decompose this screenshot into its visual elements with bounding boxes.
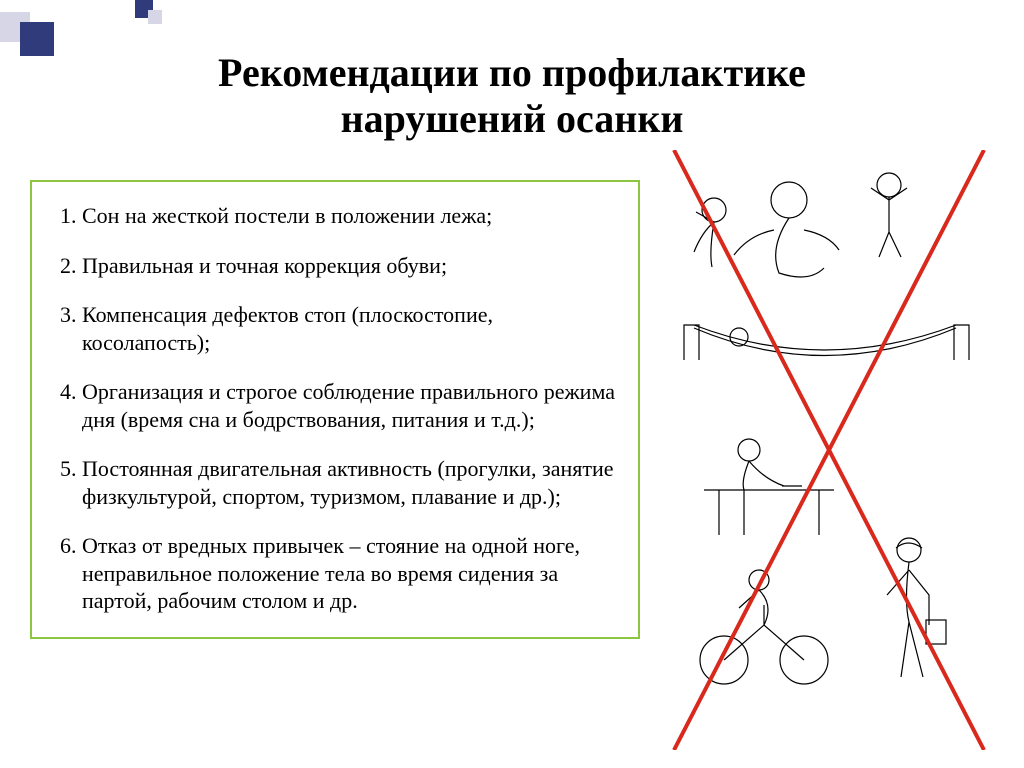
list-item: Сон на жесткой постели в положении лежа; xyxy=(82,202,630,230)
deco-square xyxy=(148,10,162,24)
title-line-2: нарушений осанки xyxy=(341,96,684,141)
bad-posture-illustration xyxy=(664,150,994,750)
list-item: Отказ от вредных привычек – стояние на о… xyxy=(82,532,630,615)
list-item: Правильная и точная коррекция обуви; xyxy=(82,252,630,280)
list-item: Организация и строгое соблюдение правиль… xyxy=(82,378,630,433)
list-item: Компенсация дефектов стоп (плоскостопие,… xyxy=(82,301,630,356)
list-item: Постоянная двигательная активность (прог… xyxy=(82,455,630,510)
recommendations-box: Сон на жесткой постели в положении лежа;… xyxy=(30,180,640,639)
slide-title: Рекомендации по профилактике нарушений о… xyxy=(0,50,1024,142)
recommendations-list: Сон на жесткой постели в положении лежа;… xyxy=(40,202,630,615)
title-line-1: Рекомендации по профилактике xyxy=(218,50,806,95)
